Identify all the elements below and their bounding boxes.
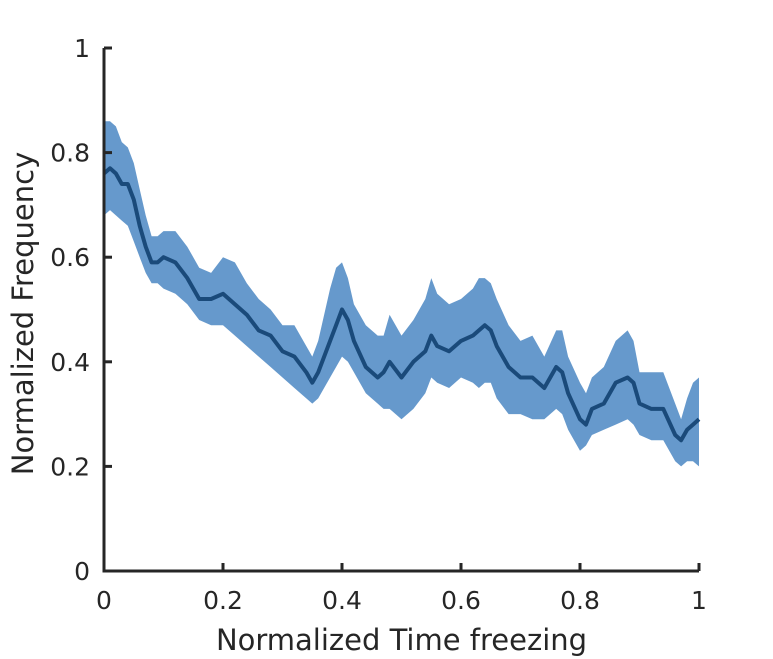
y-tick-label: 0.4 xyxy=(50,348,90,377)
y-tick-label: 1 xyxy=(74,34,90,63)
x-tick-label: 0.6 xyxy=(441,586,481,615)
plot-area xyxy=(102,121,701,467)
x-axis-label: Normalized Time freezing xyxy=(216,623,587,657)
ticks: 0 0.2 0.4 0.6 0.8 1 0 0.2 0.4 0.6 0.8 1 xyxy=(50,34,707,615)
y-tick-label: 0.2 xyxy=(50,452,90,481)
series-line-0 xyxy=(102,166,701,443)
confidence-band-0 xyxy=(104,121,699,467)
x-tick-label: 0.8 xyxy=(560,586,600,615)
y-tick-label: 0.6 xyxy=(50,243,90,272)
y-axis-label: Normalized Frequency xyxy=(6,152,40,476)
x-tick-label: 0.2 xyxy=(203,586,243,615)
y-tick-label: 0.8 xyxy=(50,139,90,168)
x-tick-label: 1 xyxy=(691,586,707,615)
y-tick-label: 0 xyxy=(74,557,90,586)
x-tick-label: 0 xyxy=(96,586,112,615)
x-tick-label: 0.4 xyxy=(322,586,362,615)
